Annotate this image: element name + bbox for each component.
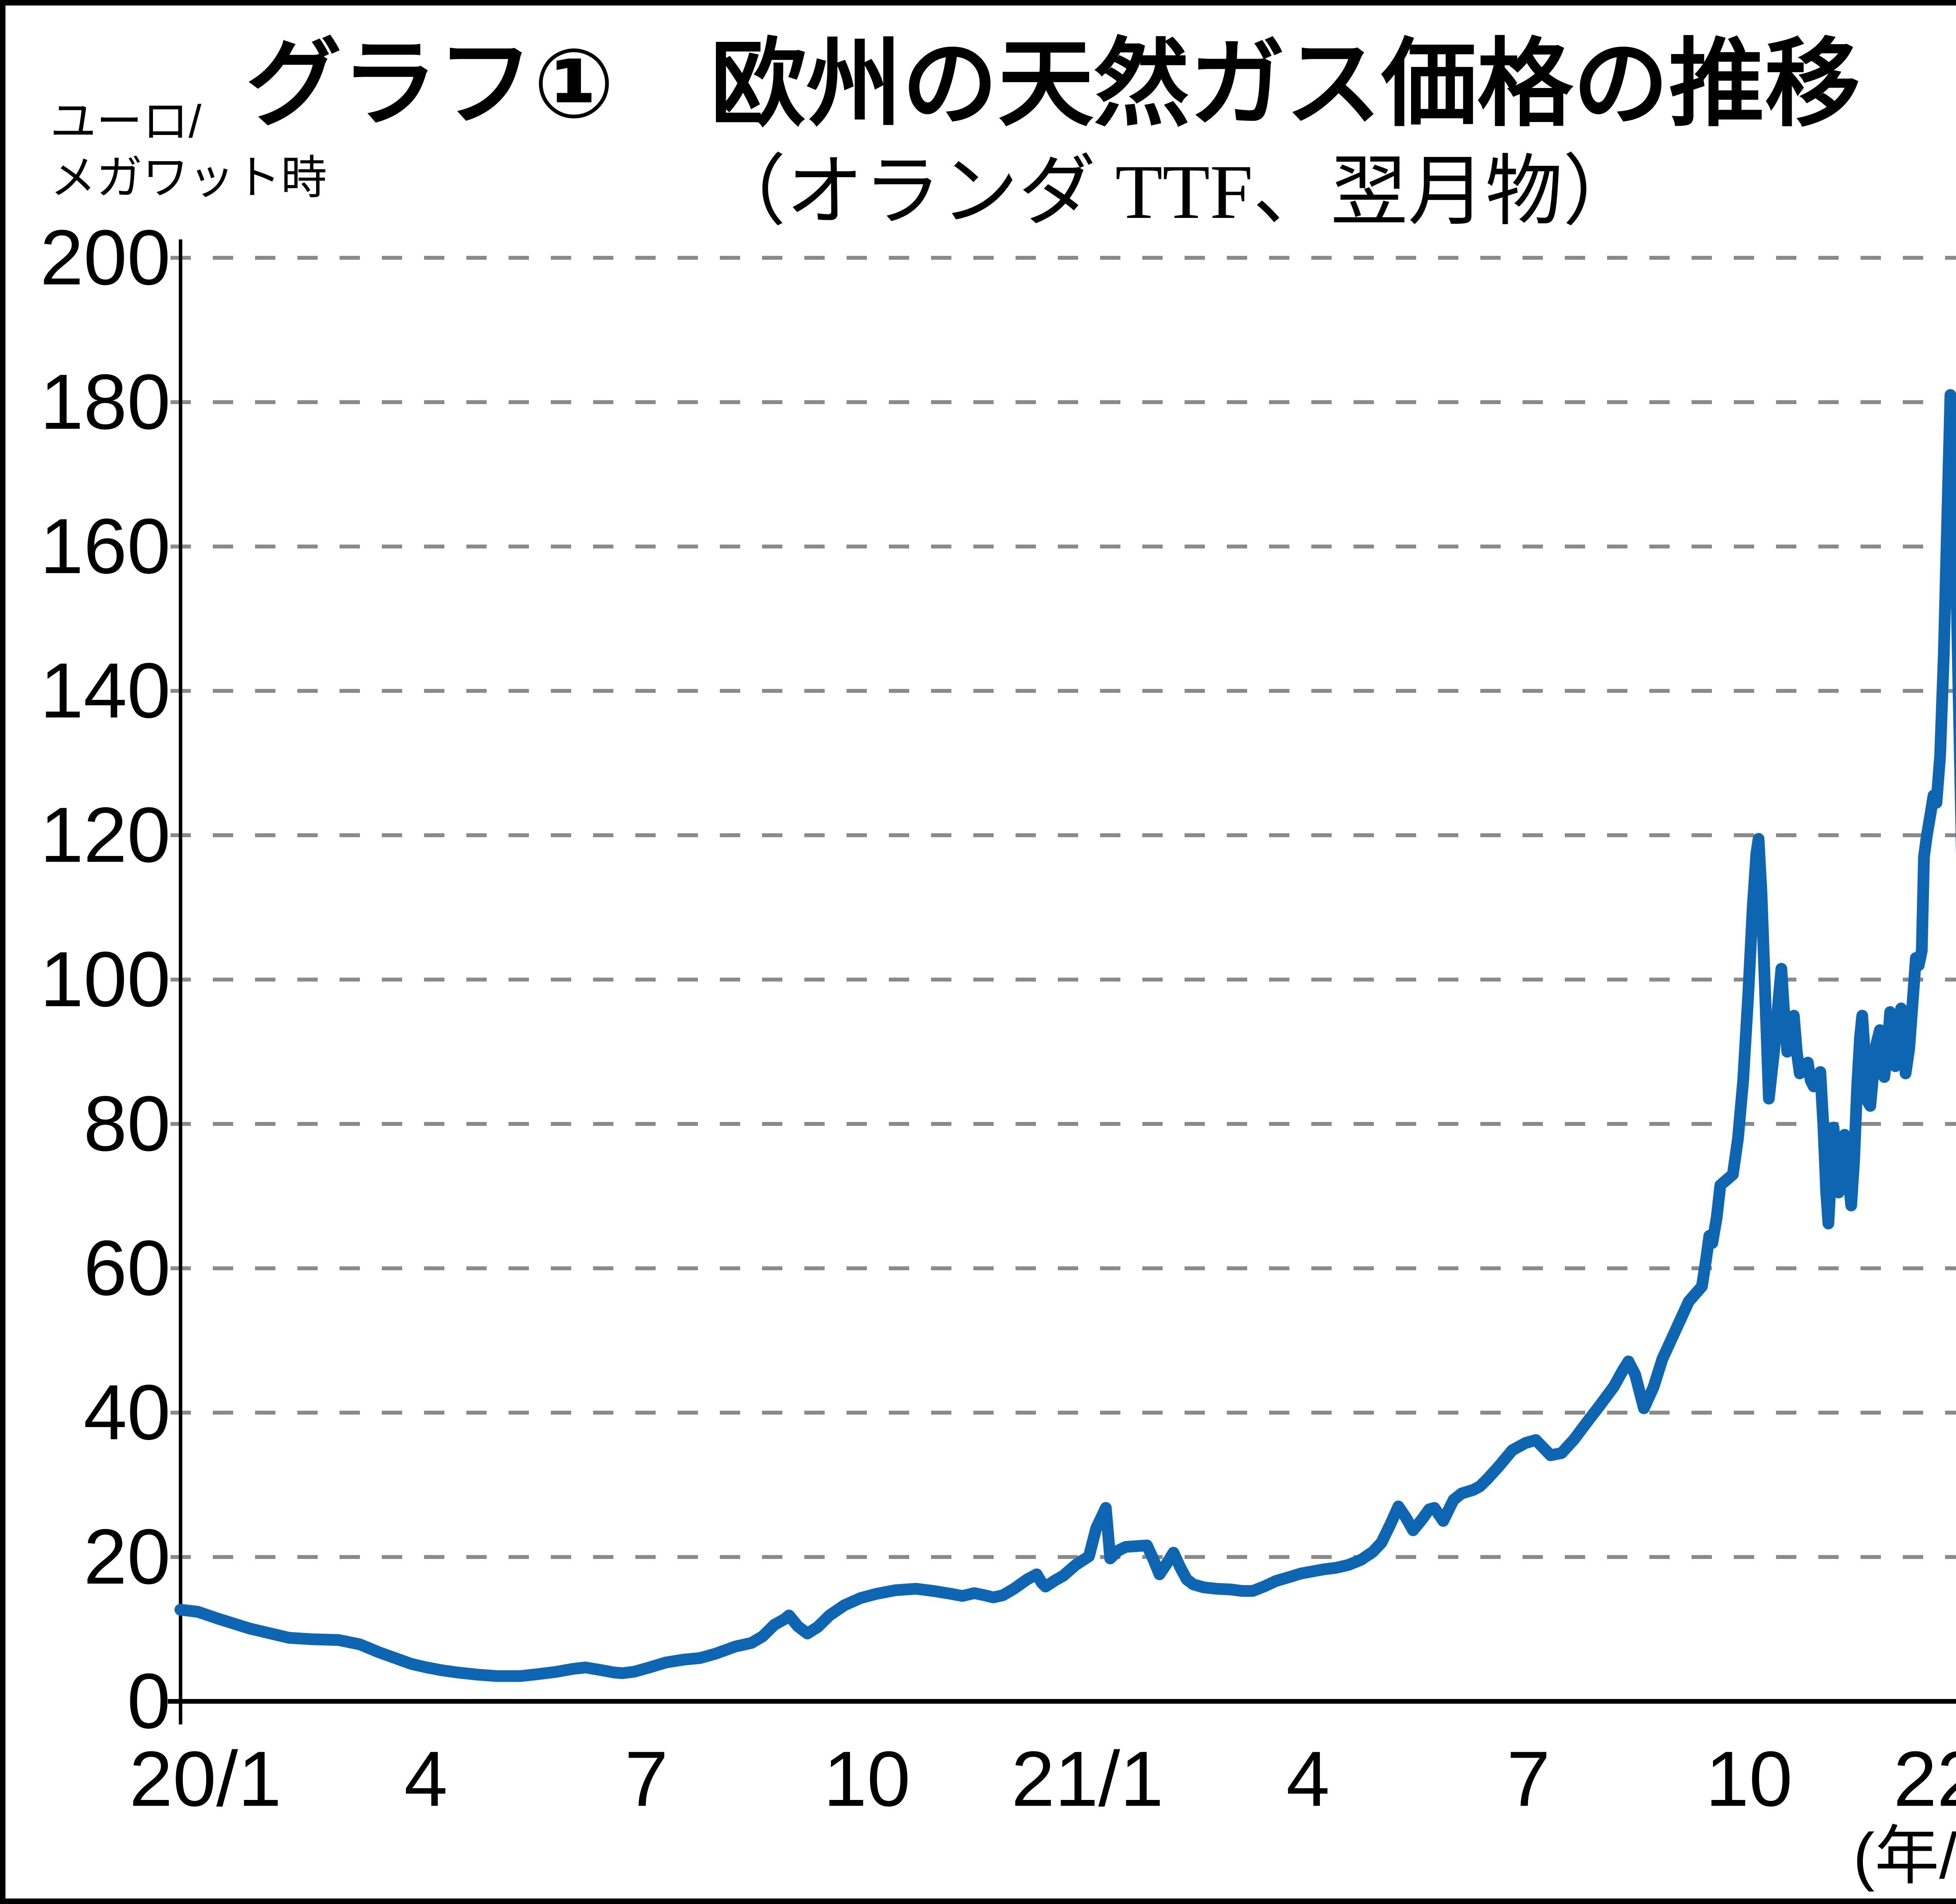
x-tick-label-21-1: 21/1 bbox=[1011, 1735, 1164, 1823]
y-tick-label-160: 160 bbox=[40, 503, 171, 590]
x-tick-label-7: 7 bbox=[1507, 1735, 1550, 1823]
gridline-20 bbox=[171, 1555, 1956, 1559]
y-axis-line bbox=[179, 239, 182, 1724]
x-tick-label-7: 7 bbox=[624, 1735, 668, 1823]
y-tick-label-120: 120 bbox=[40, 791, 171, 879]
y-tick-label-140: 140 bbox=[40, 647, 171, 734]
chart-subtitle: （オランダ TTF、翌月物） bbox=[708, 149, 1640, 235]
y-tick-label-60: 60 bbox=[83, 1224, 171, 1312]
y-tick-label-40: 40 bbox=[83, 1369, 171, 1456]
gridline-140 bbox=[171, 689, 1956, 693]
x-tick-label-10: 10 bbox=[823, 1735, 911, 1823]
x-tick-label-20-1: 20/1 bbox=[129, 1735, 282, 1823]
y-axis-unit-line1: ユーロ/ bbox=[50, 96, 201, 147]
gridline-180 bbox=[171, 400, 1956, 404]
y-tick-label-180: 180 bbox=[40, 358, 171, 446]
x-axis-note: (年/月) bbox=[1853, 1820, 1956, 1892]
x-axis-line bbox=[168, 1699, 1956, 1704]
x-tick-label-10: 10 bbox=[1705, 1735, 1793, 1823]
gridline-80 bbox=[171, 1122, 1956, 1126]
gridline-200 bbox=[171, 256, 1956, 260]
gridline-40 bbox=[171, 1411, 1956, 1415]
y-axis-unit-line2: メガワット時 bbox=[50, 152, 327, 204]
y-tick-label-20: 20 bbox=[83, 1513, 171, 1600]
y-tick-label-0: 0 bbox=[127, 1658, 171, 1745]
y-tick-label-100: 100 bbox=[40, 936, 171, 1023]
gridline-160 bbox=[171, 545, 1956, 548]
x-tick-label-4: 4 bbox=[1286, 1735, 1330, 1823]
x-tick-label-4: 4 bbox=[404, 1735, 448, 1823]
y-tick-label-200: 200 bbox=[40, 214, 171, 301]
gridline-100 bbox=[171, 978, 1956, 982]
y-axis-unit-label: ユーロ/ メガワット時 bbox=[50, 94, 327, 207]
gridline-60 bbox=[171, 1266, 1956, 1270]
y-tick-label-80: 80 bbox=[83, 1080, 171, 1167]
chart-title: グラフ① 欧州の天然ガス価格の推移 bbox=[246, 30, 1861, 137]
gridline-120 bbox=[171, 833, 1956, 837]
x-tick-label-22-1: 22/1 bbox=[1893, 1735, 1956, 1823]
